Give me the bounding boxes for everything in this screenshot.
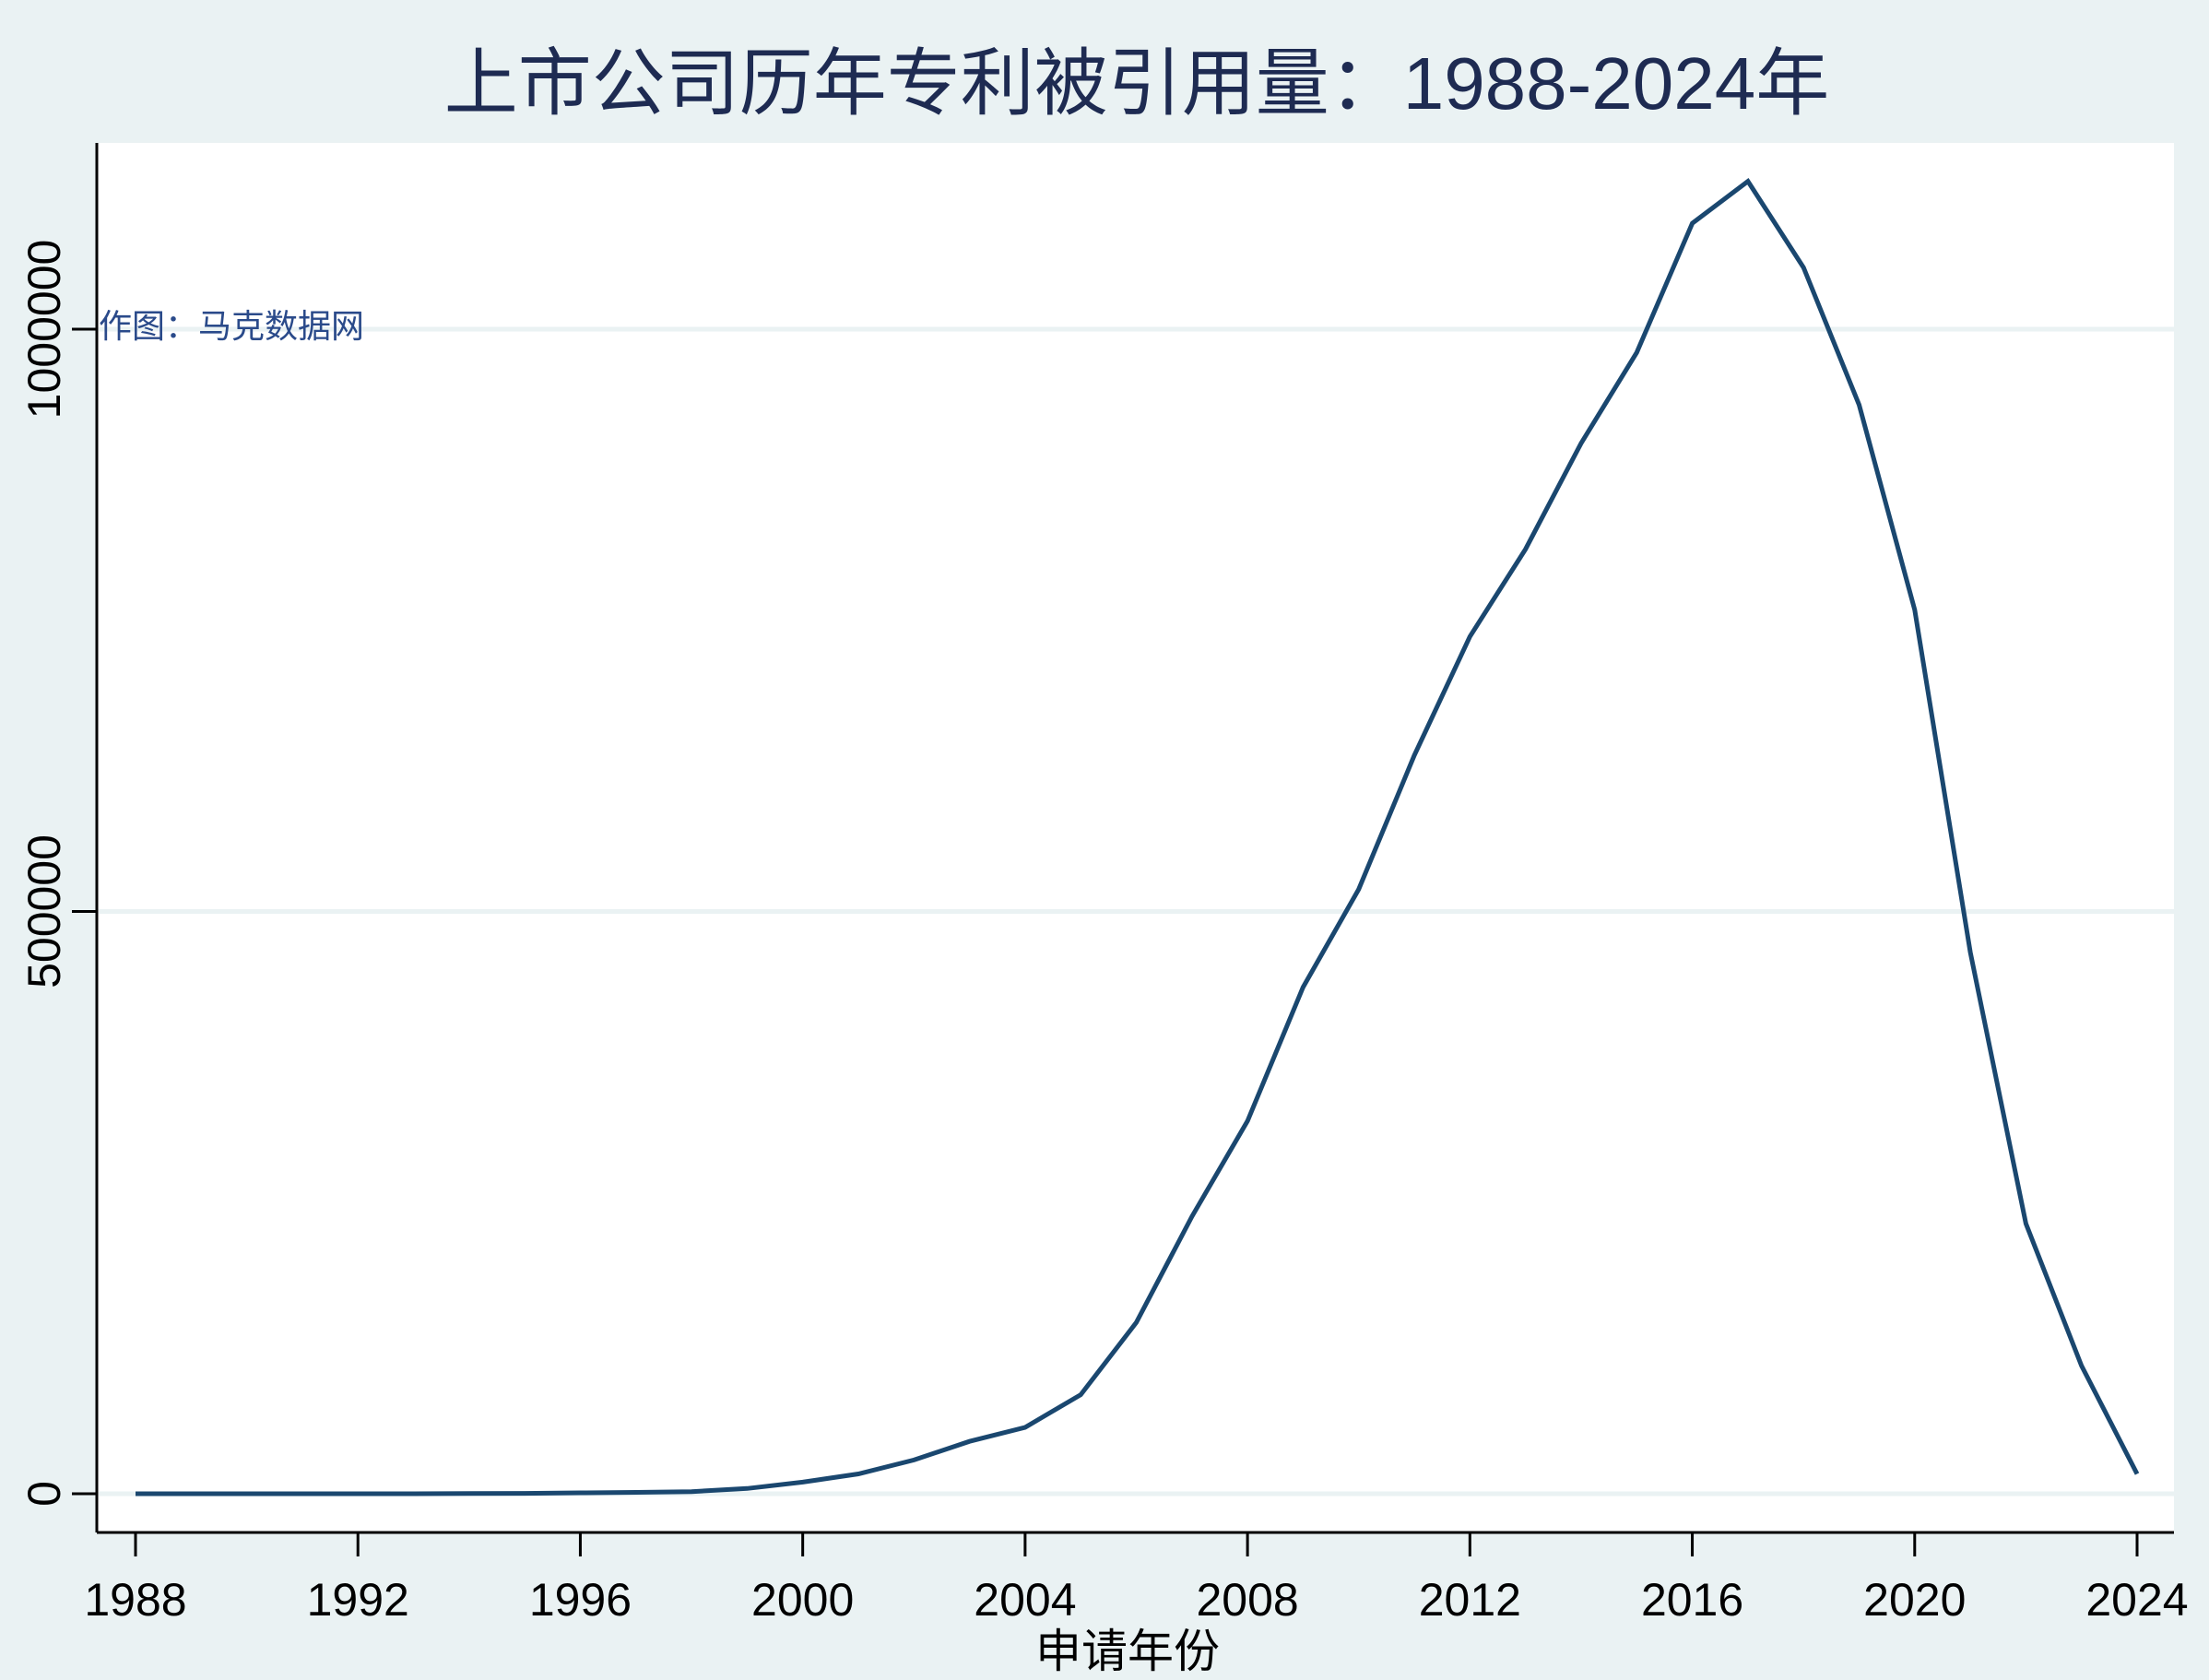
y-tick-label: 0 <box>18 1481 70 1507</box>
chart-title: 上市公司历年专利被引用量：1988-2024年 <box>444 42 1830 124</box>
x-tick-label: 2024 <box>2085 1574 2188 1626</box>
x-tick-label: 2000 <box>751 1574 854 1626</box>
y-tick-label: 1000000 <box>18 240 70 420</box>
data-line <box>136 177 2140 1497</box>
series-line <box>136 177 2140 1497</box>
credit-annotation: 作图：马克数据网 <box>99 307 364 345</box>
x-tick-label: 2020 <box>1863 1574 1966 1626</box>
x-tick-label: 2012 <box>1419 1574 1521 1626</box>
x-tick-label: 1988 <box>84 1574 186 1626</box>
y-axis-ticks: 0 500000 1000000 <box>18 240 97 1507</box>
y-tick-label: 500000 <box>18 834 70 988</box>
plot-area <box>97 143 2174 1532</box>
x-tick-label: 2016 <box>1641 1574 1743 1626</box>
x-axis-title: 申请年份 <box>1035 1626 1220 1677</box>
x-tick-label: 1996 <box>529 1574 632 1626</box>
x-axis-ticks: 1988 1992 1996 2000 2004 2008 2012 2016 2020 2024 <box>84 1532 2189 1626</box>
x-tick-label: 2004 <box>974 1574 1076 1626</box>
x-tick-label: 1992 <box>307 1574 409 1626</box>
x-tick-label: 2008 <box>1196 1574 1298 1626</box>
